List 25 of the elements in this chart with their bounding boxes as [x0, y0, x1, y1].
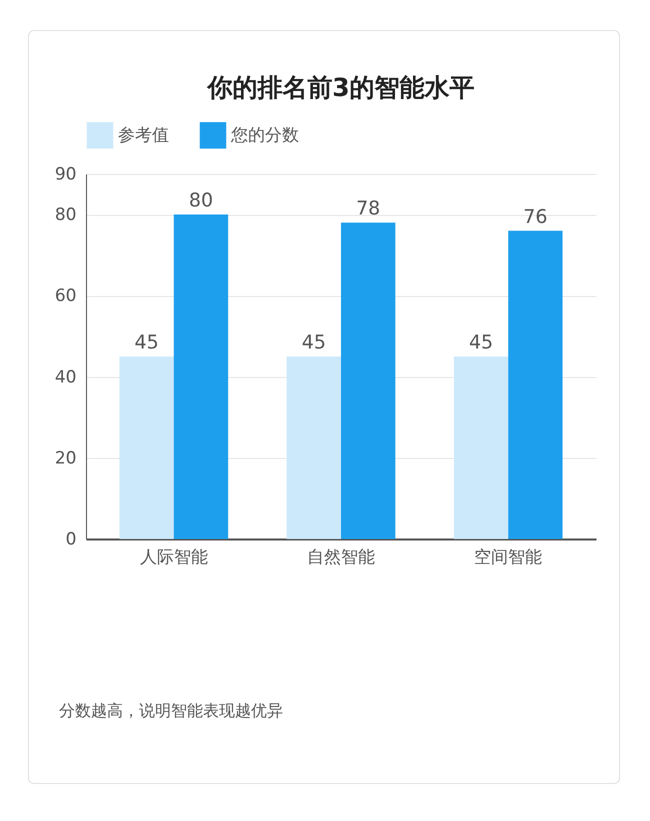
bar [341, 222, 396, 539]
legend-label: 参考值 [118, 125, 169, 146]
bar [454, 356, 508, 539]
y-tick-label: 60 [54, 286, 76, 306]
x-tick-label: 自然智能 [307, 548, 375, 568]
y-tick-label: 20 [54, 448, 76, 468]
y-tick-label: 0 [66, 530, 76, 550]
bar [286, 356, 341, 539]
data-label: 45 [468, 332, 494, 354]
data-label: 76 [523, 206, 548, 228]
bar [174, 214, 228, 539]
y-tick-label: 40 [54, 367, 76, 388]
data-label: 80 [188, 190, 214, 212]
y-tick-label: 90 [54, 164, 76, 184]
bar [508, 230, 563, 539]
x-tick-label: 空间智能 [474, 548, 542, 568]
y-tick-label: 80 [54, 205, 76, 226]
data-label: 78 [356, 198, 380, 220]
legend-label: 您的分数 [230, 125, 299, 146]
data-label: 45 [134, 332, 159, 354]
text: 分数越高，说明智能表现越优异 [59, 701, 283, 722]
data-label: 45 [302, 332, 326, 354]
bar [119, 356, 174, 539]
x-tick-label: 人际智能 [140, 548, 208, 568]
chart-title: 你的排名前3的智能水平 [206, 73, 475, 102]
